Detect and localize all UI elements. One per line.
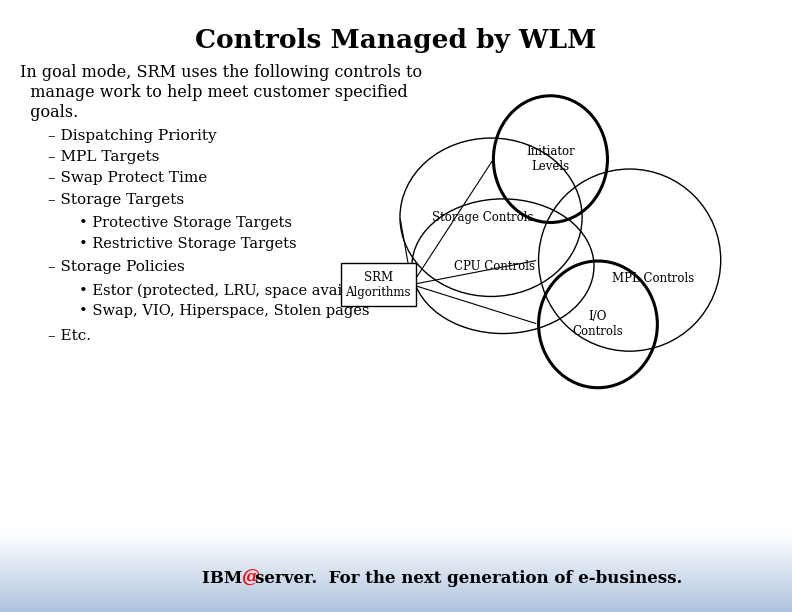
Bar [0,606,792,607]
Bar [0,553,792,554]
Bar [0,573,792,574]
Text: SRM
Algorithms: SRM Algorithms [345,271,411,299]
Bar [0,539,792,540]
Text: goals.: goals. [20,104,78,121]
Bar [0,610,792,611]
Text: In goal mode, SRM uses the following controls to: In goal mode, SRM uses the following con… [20,64,422,81]
Text: CPU Controls: CPU Controls [455,259,535,273]
Bar [0,548,792,550]
Text: I/O
Controls: I/O Controls [573,310,623,338]
Text: manage work to help meet customer specified: manage work to help meet customer specif… [20,84,408,102]
Bar [0,552,792,553]
Text: – Etc.: – Etc. [48,329,90,343]
Bar [0,605,792,606]
Bar [0,594,792,595]
Bar [0,611,792,612]
Bar [0,532,792,534]
Bar [0,568,792,569]
Bar [0,571,792,572]
Bar [0,585,792,586]
Bar [0,536,792,537]
Bar [0,608,792,609]
Bar [0,534,792,536]
Bar [0,543,792,545]
Text: Controls Managed by WLM: Controls Managed by WLM [196,28,596,53]
Bar [0,584,792,585]
Text: IBM: IBM [202,570,248,587]
Bar [0,593,792,594]
Bar [0,602,792,603]
Text: MPL Controls: MPL Controls [612,272,695,285]
Bar [0,556,792,558]
Bar [0,547,792,548]
Bar [0,595,792,596]
Bar [0,579,792,580]
Bar [0,569,792,570]
Bar [0,589,792,590]
Text: @: @ [242,569,260,588]
Bar [0,558,792,559]
Bar [0,590,792,591]
Bar [0,587,792,588]
Text: – Storage Targets: – Storage Targets [48,193,184,207]
Bar [0,603,792,604]
Text: • Estor (protected, LRU, space available): • Estor (protected, LRU, space available… [79,283,384,298]
Bar [0,578,792,579]
Bar [0,572,792,573]
Text: Initiator
Levels: Initiator Levels [526,145,575,173]
Bar [0,596,792,597]
Bar [0,586,792,587]
Bar [0,562,792,563]
Bar [0,545,792,547]
Bar [0,599,792,600]
Text: • Swap, VIO, Hiperspace, Stolen pages: • Swap, VIO, Hiperspace, Stolen pages [79,304,370,318]
Bar [0,597,792,598]
Bar [0,607,792,608]
Text: – Storage Policies: – Storage Policies [48,260,185,274]
Bar [0,537,792,539]
Bar [0,598,792,599]
Bar [0,583,792,584]
Bar [0,566,792,567]
Bar [0,555,792,556]
Text: – Dispatching Priority: – Dispatching Priority [48,129,216,143]
Text: server.  For the next generation of e-business.: server. For the next generation of e-bus… [255,570,683,587]
Bar [0,577,792,578]
Bar [0,567,792,568]
Bar [0,580,792,581]
Bar [0,574,792,575]
Bar [0,604,792,605]
Bar [0,542,792,543]
Bar [0,582,792,583]
Bar [0,565,792,566]
Text: Storage Controls: Storage Controls [432,211,534,224]
Bar [0,540,792,542]
Text: • Protective Storage Targets: • Protective Storage Targets [79,216,292,230]
Bar [0,550,792,551]
Bar [0,609,792,610]
Text: – Swap Protect Time: – Swap Protect Time [48,171,207,185]
Text: – MPL Targets: – MPL Targets [48,150,159,164]
Bar [0,551,792,552]
Bar [0,554,792,555]
Bar [0,564,792,565]
Bar [0,591,792,592]
Bar [0,592,792,593]
Bar [0,559,792,561]
Bar [0,600,792,601]
Text: • Restrictive Storage Targets: • Restrictive Storage Targets [79,237,297,251]
Bar [0,570,792,571]
FancyBboxPatch shape [341,263,416,306]
Bar [0,561,792,562]
Bar [0,601,792,602]
Bar [0,588,792,589]
Bar [0,563,792,564]
Bar [0,575,792,577]
Bar [0,581,792,582]
